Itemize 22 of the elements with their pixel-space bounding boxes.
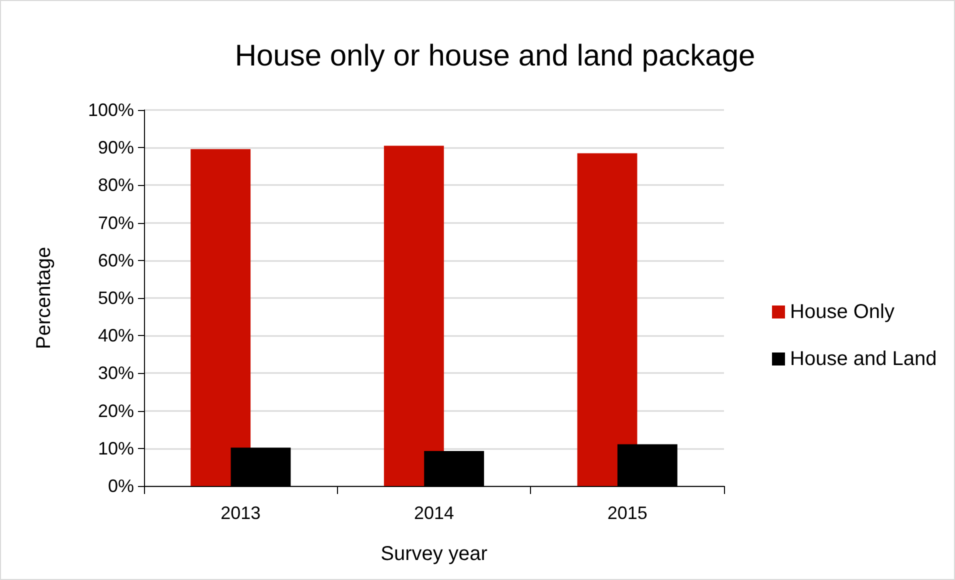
y-tick-label: 70%: [98, 212, 134, 233]
y-tick-label: 40%: [98, 326, 134, 346]
y-tick-label: 100%: [88, 100, 134, 120]
y-axis-title: Percentage: [33, 246, 55, 350]
chart-title: House only or house and land package: [234, 40, 756, 72]
y-tick-label: 90%: [98, 138, 134, 158]
y-tick-label: 30%: [98, 363, 134, 384]
y-tick-label: 10%: [98, 438, 134, 458]
x-tick-label: 2013: [220, 503, 261, 523]
legend-label: House Only: [790, 301, 894, 323]
x-axis-title: Survey year: [380, 543, 488, 565]
x-tick-label: 2015: [607, 503, 648, 523]
legend-label: House and Land: [790, 348, 937, 370]
x-tick-label: 2014: [414, 503, 454, 523]
y-tick-label: 80%: [98, 175, 134, 196]
y-tick-label: 20%: [98, 400, 134, 421]
y-tick-label: 0%: [108, 476, 134, 496]
bar: [384, 146, 444, 486]
bar: [190, 149, 251, 486]
bar: [577, 153, 638, 486]
y-tick-label: 50%: [98, 288, 134, 308]
y-tick-label: 60%: [98, 250, 134, 270]
